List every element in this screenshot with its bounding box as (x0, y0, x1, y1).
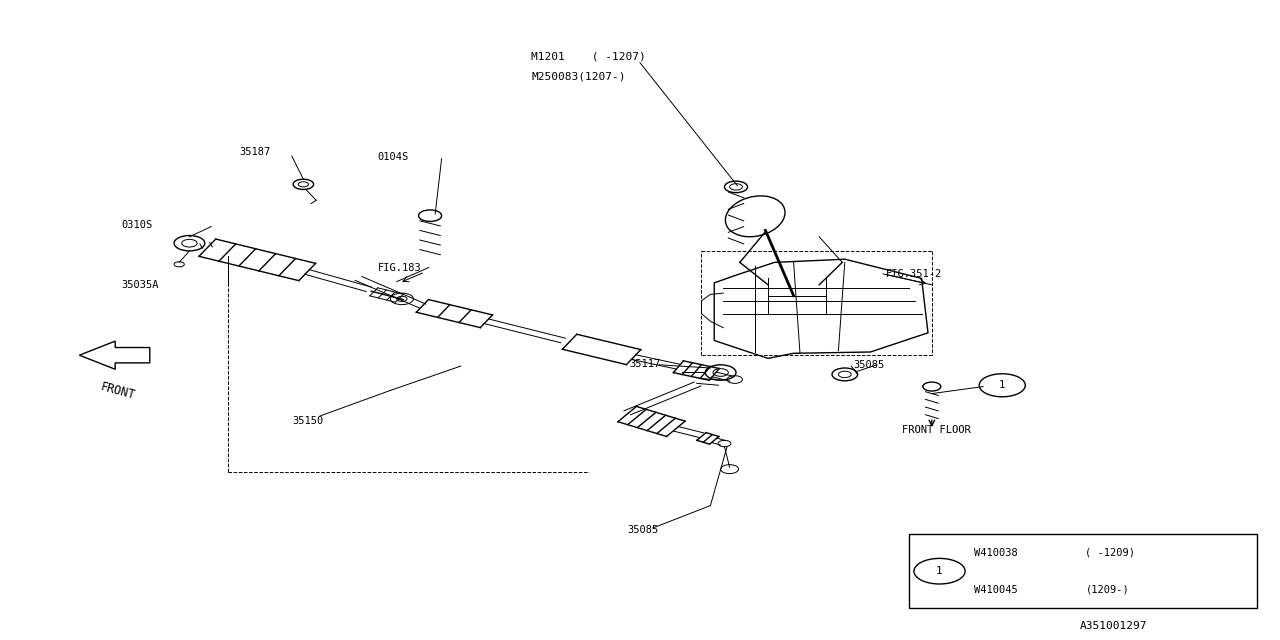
Text: 35085: 35085 (627, 525, 658, 535)
Text: 1: 1 (936, 566, 943, 576)
Text: 35150: 35150 (292, 416, 323, 426)
Text: 35187: 35187 (239, 147, 270, 157)
Text: W410045: W410045 (974, 584, 1018, 595)
Text: 35035A: 35035A (122, 280, 159, 290)
Text: FRONT: FRONT (99, 381, 137, 403)
Text: W410038: W410038 (974, 548, 1018, 558)
Text: FIG.351-2: FIG.351-2 (886, 269, 942, 279)
Bar (909, 534, 1257, 608)
Text: 0104S: 0104S (378, 152, 408, 162)
Text: 0310S: 0310S (122, 220, 152, 230)
Text: M250083(1207-): M250083(1207-) (531, 72, 626, 82)
Text: FIG.183: FIG.183 (378, 262, 421, 273)
Text: FRONT FLOOR: FRONT FLOOR (902, 425, 972, 435)
Text: M1201    ( -1207): M1201 ( -1207) (531, 51, 646, 61)
Text: A351001297: A351001297 (1080, 621, 1147, 631)
Text: (1209-): (1209-) (1085, 584, 1129, 595)
Text: ( -1209): ( -1209) (1085, 548, 1135, 558)
Text: 1: 1 (1000, 380, 1005, 390)
Text: 35117: 35117 (630, 358, 660, 369)
Text: 35085: 35085 (854, 360, 884, 370)
